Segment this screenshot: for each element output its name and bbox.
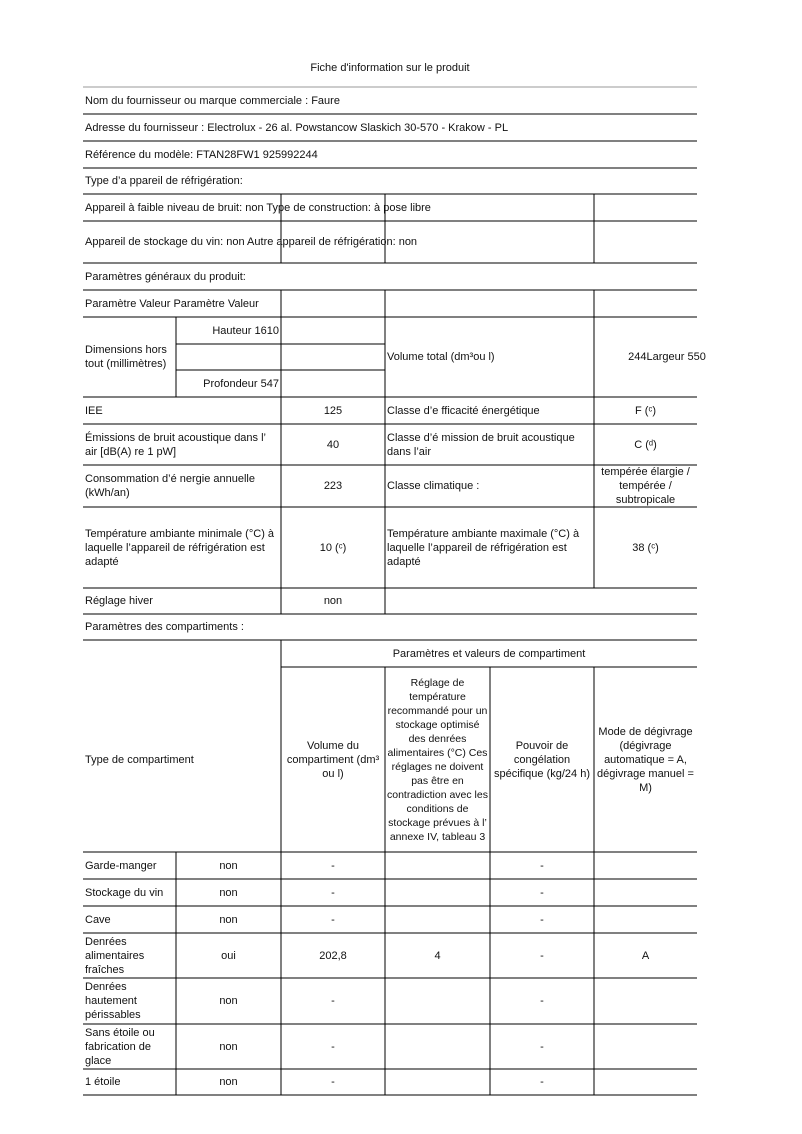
compartment-cell: -	[540, 886, 544, 899]
compartment-cell: Cave	[85, 913, 111, 926]
compartment-cell: -	[331, 859, 335, 872]
compartment-cell: 4	[434, 949, 441, 962]
parameter-label: Température ambiante minimale (°C) à laq…	[85, 527, 275, 568]
appliance-type: Appareil de stockage du vin: non Autre a…	[85, 236, 418, 248]
supplier-address: Adresse du fournisseur : Electrolux - 26…	[85, 121, 509, 134]
column-header: Volume du compartiment (dm³ ou l)	[286, 739, 380, 780]
compartment-cell: Sans étoile ou fabrication de glace	[85, 1026, 155, 1067]
compartment-cell: non	[219, 859, 238, 872]
parameter-label: Classe climatique :	[387, 480, 480, 492]
parameter-value: 223	[323, 480, 343, 492]
parameter-label: Consommation d’é nergie annuelle (kWh/an…	[85, 473, 255, 499]
section-heading: Paramètres des compartiments :	[85, 621, 244, 633]
compartment-cell: -	[540, 859, 544, 872]
compartment-cell: -	[540, 1040, 544, 1053]
compartment-cell: non	[219, 886, 238, 899]
parameter-label: Température ambiante maximale (°C) à laq…	[387, 527, 580, 568]
compartment-cell: -	[540, 995, 544, 1007]
supplier-name: Nom du fournisseur ou marque commerciale…	[85, 94, 340, 107]
compartment-cell: non	[219, 1040, 238, 1053]
parameter-value: tempérée élargie / tempérée / subtropica…	[601, 466, 690, 506]
compartment-cell: non	[219, 1076, 238, 1088]
compartment-cell: -	[540, 949, 544, 962]
parameter-label: Réglage hiver	[85, 595, 153, 607]
model-reference: Référence du modèle: FTAN28FW1 925992244	[85, 148, 318, 161]
parameter-value: C (ᵈ)	[634, 438, 657, 451]
compartment-cell: oui	[221, 949, 236, 962]
compartment-cell: Stockage du vin	[85, 886, 164, 899]
page-title: Fiche d'information sur le produit	[310, 62, 470, 74]
compartment-cell: non	[219, 995, 238, 1007]
parameter-value: 10 (ᶜ)	[319, 541, 347, 554]
table-header: Paramètre Valeur Paramètre Valeur	[85, 297, 259, 310]
parameter-label: IEE	[85, 404, 103, 417]
appliance-type: Appareil à faible niveau de bruit: non T…	[85, 201, 431, 214]
section-heading: Paramètres généraux du produit:	[85, 270, 246, 283]
dimension-value: Profondeur 547	[203, 377, 279, 390]
volume-label: Volume total (dm³ou l)	[387, 351, 495, 363]
section-heading: Type d’a ppareil de réfrigération:	[85, 175, 243, 187]
parameter-value: 125	[323, 404, 343, 417]
compartment-cell: -	[331, 913, 335, 926]
parameter-value: 38 (ᶜ)	[632, 541, 659, 554]
compartment-cell: non	[219, 913, 238, 926]
compartment-cell: Denrées alimentaires fraîches	[85, 935, 145, 976]
parameter-label: Émissions de bruit acoustique dans l’ ai…	[85, 431, 266, 458]
compartment-cell: 1 étoile	[85, 1076, 121, 1088]
column-header: Réglage de température recommandé pour u…	[387, 676, 488, 843]
parameter-value: F (ᶜ)	[635, 404, 656, 417]
column-header: Mode de dégivrage (dégivrage automatique…	[597, 725, 694, 794]
compartment-cell: Garde-manger	[85, 859, 157, 872]
compartment-cell: 202,8	[319, 949, 347, 962]
volume-value: 244Largeur 550	[628, 351, 706, 363]
compartment-cell: A	[641, 949, 650, 962]
dimensions-label: Dimensions hors tout (millimètres)	[85, 344, 167, 370]
compartment-cell: Denrées hautement périssables	[85, 981, 141, 1021]
parameter-label: Classe d’e fficacité énergétique	[387, 404, 540, 417]
compartment-cell: -	[331, 995, 335, 1007]
parameter-value: non	[323, 595, 343, 607]
compartment-cell: -	[540, 913, 544, 926]
column-header: Type de compartiment	[85, 753, 194, 766]
compartment-cell: -	[540, 1076, 544, 1088]
parameter-label: Classe d’é mission de bruit acoustique d…	[387, 431, 575, 458]
parameter-value: 40	[326, 438, 340, 451]
dimension-value: Hauteur 1610	[212, 324, 279, 337]
compartment-cell: -	[331, 1040, 335, 1053]
compartment-cell: -	[331, 1076, 335, 1088]
column-header: Pouvoir de congélation spécifique (kg/24…	[494, 739, 590, 780]
column-group-header: Paramètres et valeurs de compartiment	[392, 647, 586, 660]
compartment-cell: -	[331, 886, 335, 899]
